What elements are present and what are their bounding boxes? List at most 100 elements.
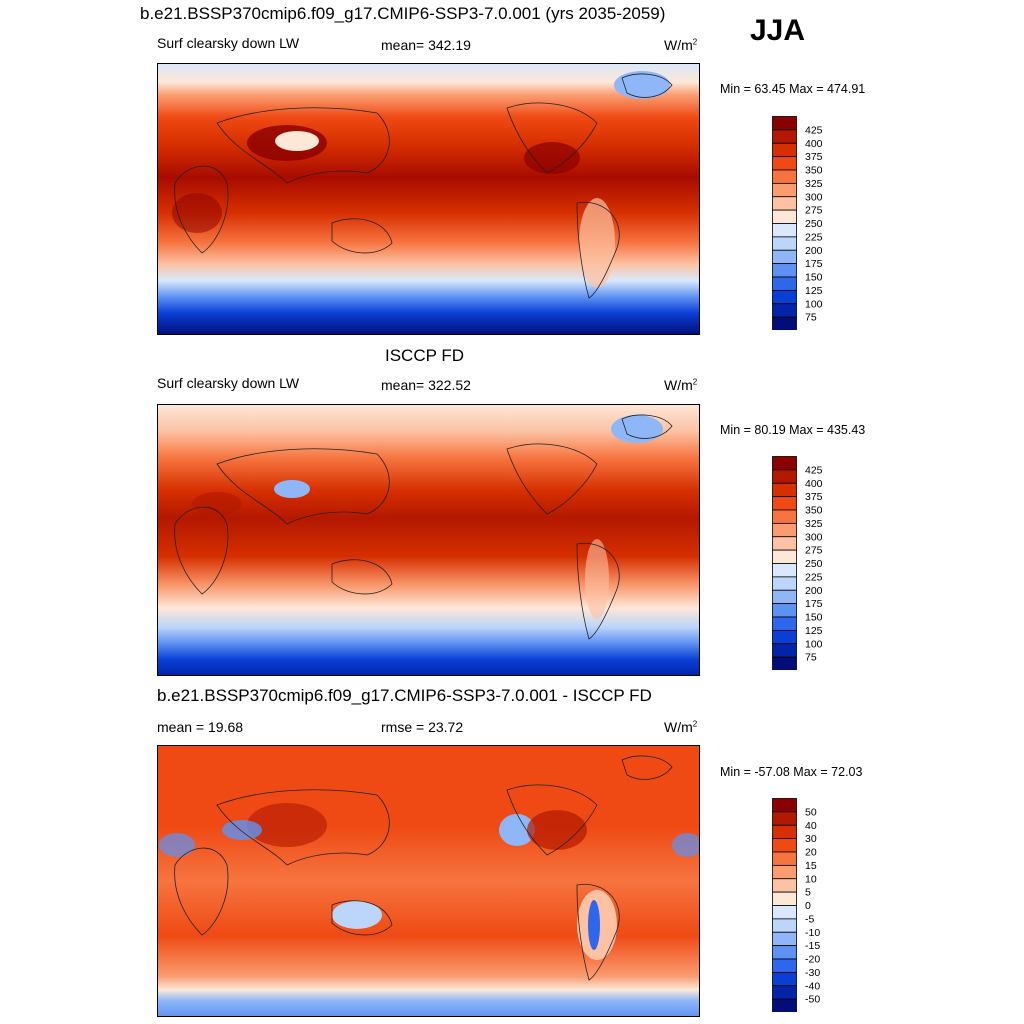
colorbar-tick-label: 350 xyxy=(805,165,823,177)
colorbar-box xyxy=(772,289,797,305)
panel3-mean: mean = 19.68 xyxy=(157,719,244,735)
colorbar-box xyxy=(772,878,797,893)
colorbar-box xyxy=(772,196,797,211)
panel2-colorbar: 4254003753503253002752502252001751501251… xyxy=(772,456,823,670)
colorbar-tick-label: 425 xyxy=(805,124,823,136)
colorbar-tick-label: 150 xyxy=(805,612,823,624)
colorbar-box xyxy=(772,958,797,973)
colorbar-tick-label: 30 xyxy=(805,833,817,845)
colorbar-box xyxy=(772,945,797,960)
colorbar-box xyxy=(772,971,797,987)
colorbar-tick-label: 425 xyxy=(805,464,823,476)
colorbar-box xyxy=(772,209,797,224)
colorbar-box xyxy=(772,509,797,524)
colorbar-box xyxy=(772,276,797,291)
colorbar-tick-label: -40 xyxy=(805,980,820,992)
colorbar-box xyxy=(772,864,797,880)
colorbar-tick-label: 200 xyxy=(805,245,823,257)
colorbar-box xyxy=(772,891,797,906)
colorbar-tick-label: 175 xyxy=(805,598,823,610)
colorbar-tick-label: 125 xyxy=(805,285,823,297)
colorbar-tick-label: 275 xyxy=(805,205,823,217)
colorbar-box xyxy=(772,563,797,578)
panel2-features xyxy=(192,415,663,619)
colorbar-box xyxy=(772,798,797,813)
colorbar-tick-label: 5 xyxy=(805,887,811,899)
colorbar-box xyxy=(772,249,797,265)
panel2-coastlines xyxy=(174,414,673,640)
colorbar-tick-label: 225 xyxy=(805,231,823,243)
colorbar-box xyxy=(772,182,797,198)
colorbar-box xyxy=(772,905,797,920)
colorbar-tick-label: 50 xyxy=(805,806,817,818)
colorbar-tick-label: 0 xyxy=(805,900,811,912)
colorbar-tick-label: -10 xyxy=(805,927,820,939)
panel3-features xyxy=(159,803,700,960)
colorbar-box xyxy=(772,156,797,171)
colorbar-box xyxy=(772,656,797,670)
colorbar-box xyxy=(772,643,797,658)
colorbar-box xyxy=(772,985,797,1000)
colorbar-tick-label: 225 xyxy=(805,571,823,583)
colorbar-box xyxy=(772,616,797,631)
colorbar-box xyxy=(772,824,797,840)
panel3-units: W/m2 xyxy=(664,719,698,735)
colorbar-tick-label: 40 xyxy=(805,820,817,832)
panel2-mean: mean= 322.52 xyxy=(381,377,471,393)
colorbar-tick-label: 100 xyxy=(805,638,823,650)
colorbar-box xyxy=(772,576,797,591)
colorbar-tick-label: 200 xyxy=(805,585,823,597)
colorbar-box xyxy=(772,589,797,605)
panel1-mean: mean= 342.19 xyxy=(381,37,471,53)
figure-title: b.e21.BSSP370cmip6.f09_g17.CMIP6-SSP3-7.… xyxy=(140,4,666,23)
panel3-minmax: Min = -57.08 Max = 72.03 xyxy=(720,765,863,779)
colorbar-tick-label: 300 xyxy=(805,191,823,203)
colorbar-tick-label: -5 xyxy=(805,913,814,925)
colorbar-box xyxy=(772,838,797,853)
panel3-map xyxy=(157,745,700,1017)
colorbar-box xyxy=(772,116,797,131)
colorbar-box xyxy=(772,236,797,251)
colorbar-box xyxy=(772,263,797,278)
colorbar-tick-label: 375 xyxy=(805,491,823,503)
colorbar-box xyxy=(772,931,797,947)
colorbar-tick-label: 15 xyxy=(805,860,817,872)
colorbar-box xyxy=(772,811,797,826)
colorbar-tick-label: -20 xyxy=(805,954,820,966)
colorbar-box xyxy=(772,223,797,238)
colorbar-box xyxy=(772,469,797,484)
panel1-units: W/m2 xyxy=(664,37,698,53)
colorbar-box xyxy=(772,169,797,184)
colorbar-tick-label: 300 xyxy=(805,531,823,543)
season-label: JJA xyxy=(750,14,806,47)
colorbar-tick-label: 325 xyxy=(805,178,823,190)
colorbar-box xyxy=(772,496,797,511)
colorbar-box xyxy=(772,536,797,551)
colorbar-box xyxy=(772,998,797,1012)
colorbar-tick-label: -15 xyxy=(805,940,820,952)
colorbar-tick-label: 350 xyxy=(805,505,823,517)
panel1-map xyxy=(157,63,700,335)
panel1-minmax: Min = 63.45 Max = 474.91 xyxy=(720,82,866,96)
panel2-variable: Surf clearsky down LW xyxy=(157,375,300,391)
colorbar-tick-label: 275 xyxy=(805,545,823,557)
colorbar-tick-label: 75 xyxy=(805,652,817,664)
colorbar-box xyxy=(772,603,797,618)
panel2-minmax: Min = 80.19 Max = 435.43 xyxy=(720,423,866,437)
panel1-colorbar: 4254003753503253002752502252001751501251… xyxy=(772,116,823,330)
colorbar-box xyxy=(772,456,797,471)
colorbar-tick-label: 400 xyxy=(805,478,823,490)
colorbar-tick-label: 10 xyxy=(805,873,817,885)
colorbar-tick-label: -50 xyxy=(805,994,820,1006)
colorbar-box xyxy=(772,549,797,564)
panel1-coastlines xyxy=(174,73,673,299)
colorbar-tick-label: 175 xyxy=(805,258,823,270)
panel3-coastlines xyxy=(174,755,673,981)
colorbar-tick-label: 250 xyxy=(805,558,823,570)
colorbar-tick-label: 400 xyxy=(805,138,823,150)
panel2-title: ISCCP FD xyxy=(385,346,465,365)
colorbar-tick-label: 75 xyxy=(805,312,817,324)
colorbar-tick-label: 100 xyxy=(805,298,823,310)
panel2-map xyxy=(157,404,700,676)
